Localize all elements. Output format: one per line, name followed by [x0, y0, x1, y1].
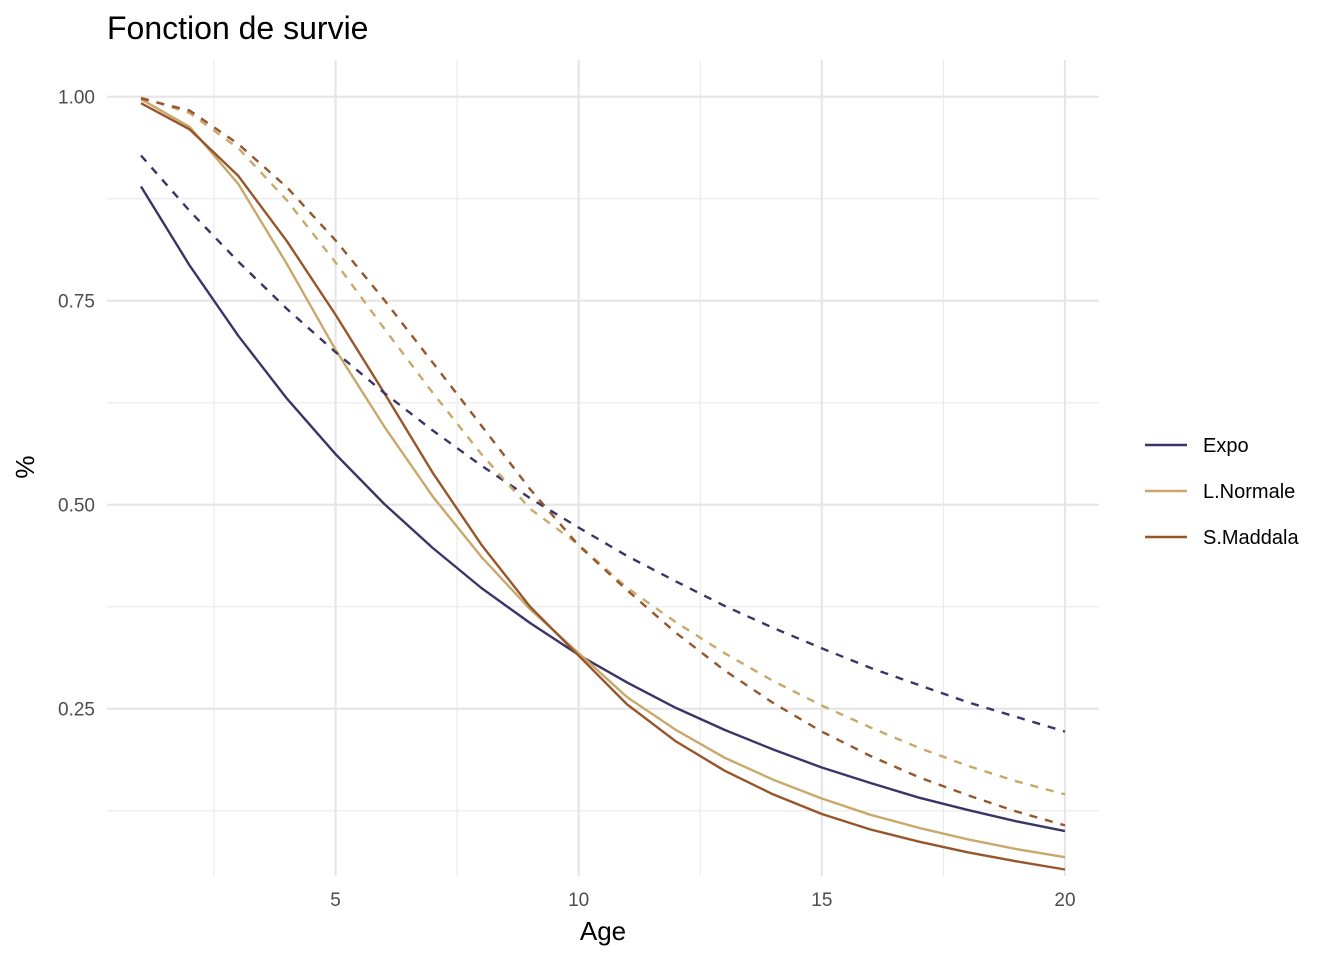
- y-axis-ticks: 0.25 0.50 0.75 1.00: [58, 88, 95, 721]
- legend: Expo L.Normale S.Maddala: [1145, 435, 1299, 549]
- y-tick-label: 0.75: [58, 292, 95, 313]
- y-tick-label: 0.50: [58, 496, 95, 517]
- y-tick-label: 1.00: [58, 88, 95, 109]
- line-0: [139, 185, 1066, 833]
- x-tick-label: 20: [1054, 890, 1075, 911]
- y-tick-label: 0.25: [58, 700, 95, 721]
- line-1: [140, 98, 1066, 859]
- plot-lines: [139, 96, 1066, 871]
- legend-label: Expo: [1203, 435, 1249, 457]
- x-tick-label: 15: [811, 890, 832, 911]
- x-axis-title: Age: [580, 916, 626, 946]
- legend-label: L.Normale: [1203, 481, 1295, 503]
- x-tick-label: 5: [330, 890, 341, 911]
- dashed-line-5: [140, 97, 1066, 827]
- legend-label: S.Maddala: [1203, 527, 1299, 549]
- y-axis-title: %: [10, 455, 40, 478]
- chart-title: Fonction de survie: [107, 10, 368, 46]
- dashed-line-3: [140, 154, 1066, 733]
- dashed-line-4: [140, 96, 1066, 796]
- line-2: [140, 102, 1066, 871]
- grid: [107, 60, 1099, 876]
- x-tick-label: 10: [568, 890, 589, 911]
- x-axis-ticks: 5 10 15 20: [330, 890, 1075, 911]
